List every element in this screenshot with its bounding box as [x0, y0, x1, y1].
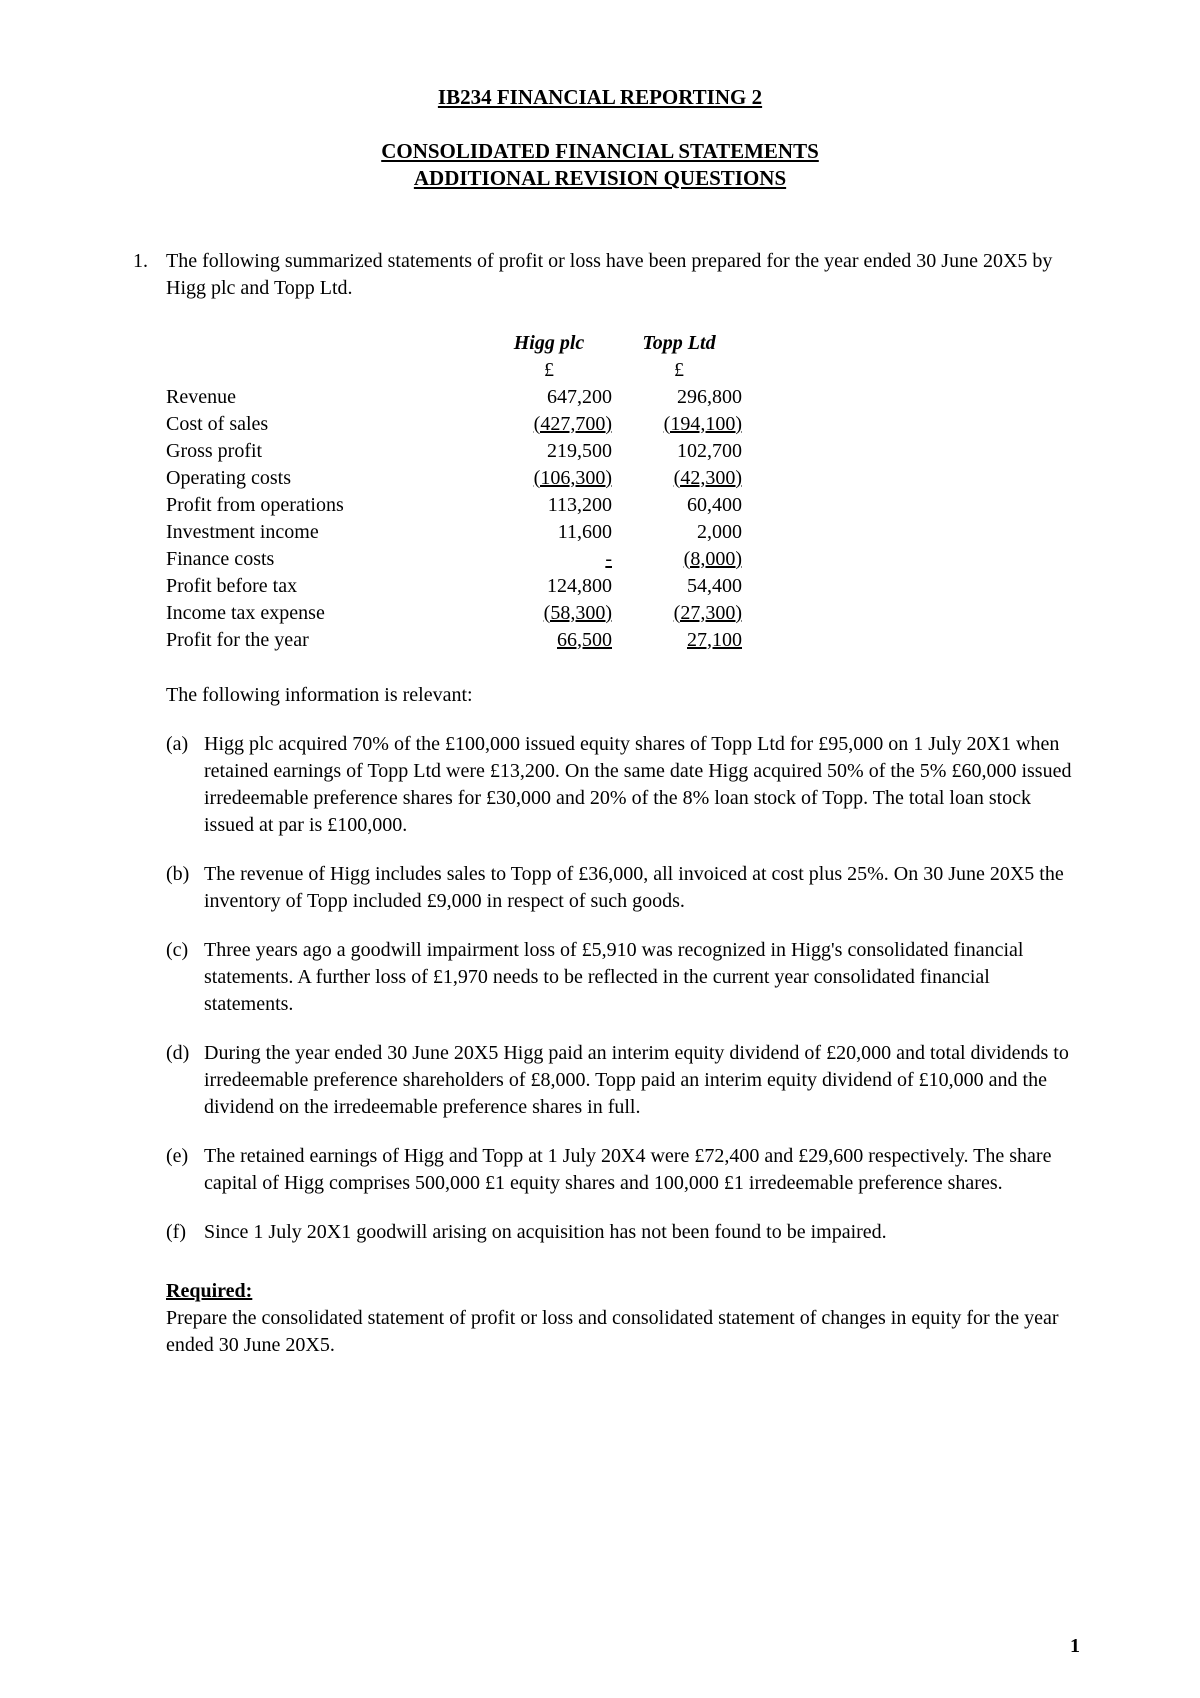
table-row: Gross profit219,500102,700	[166, 438, 746, 465]
document-title: IB234 FINANCIAL REPORTING 2	[120, 85, 1080, 110]
table-row-label: Profit before tax	[166, 573, 486, 600]
table-row: Profit for the year66,50027,100	[166, 627, 746, 654]
table-header-col2: Topp Ltd	[616, 330, 746, 357]
note-letter: (c)	[166, 937, 196, 1018]
table-row-label: Cost of sales	[166, 411, 486, 438]
note-letter: (a)	[166, 731, 196, 839]
table-row: Revenue647,200296,800	[166, 384, 746, 411]
subtitle-line-1: CONSOLIDATED FINANCIAL STATEMENTS	[381, 139, 819, 163]
table-cell-col1: 124,800	[486, 573, 616, 600]
note-text: During the year ended 30 June 20X5 Higg …	[204, 1040, 1080, 1121]
note-item: (f) Since 1 July 20X1 goodwill arising on…	[166, 1219, 1080, 1246]
page-number: 1	[1070, 1635, 1080, 1658]
required-text: Prepare the consolidated statement of pr…	[166, 1305, 1080, 1359]
table-row-label: Investment income	[166, 519, 486, 546]
note-text: Three years ago a goodwill impairment lo…	[204, 937, 1080, 1018]
subtitle-line-2: ADDITIONAL REVISION QUESTIONS	[414, 166, 786, 190]
table-currency-col2: £	[616, 357, 746, 384]
table-header-col1: Higg plc	[486, 330, 616, 357]
table-row-label: Income tax expense	[166, 600, 486, 627]
table-cell-col2: 27,100	[616, 627, 746, 654]
table-cell-col2: (8,000)	[616, 546, 746, 573]
table-row-label: Operating costs	[166, 465, 486, 492]
table-header-blank	[166, 330, 486, 357]
table-row: Profit from operations113,20060,400	[166, 492, 746, 519]
question-intro: The following summarized statements of p…	[166, 248, 1080, 302]
question-number: 1.	[120, 248, 148, 1359]
table-row-label: Revenue	[166, 384, 486, 411]
table-cell-col2: 54,400	[616, 573, 746, 600]
table-cell-col1: 113,200	[486, 492, 616, 519]
table-row: Investment income11,6002,000	[166, 519, 746, 546]
note-text: Since 1 July 20X1 goodwill arising on ac…	[204, 1219, 1080, 1246]
note-letter: (d)	[166, 1040, 196, 1121]
table-row: Income tax expense(58,300)(27,300)	[166, 600, 746, 627]
notes-intro: The following information is relevant:	[166, 682, 1080, 709]
table-cell-col2: 60,400	[616, 492, 746, 519]
document-page: IB234 FINANCIAL REPORTING 2 CONSOLIDATED…	[0, 0, 1200, 1698]
note-item: (a) Higg plc acquired 70% of the £100,000…	[166, 731, 1080, 839]
table-cell-col2: 2,000	[616, 519, 746, 546]
table-cell-col1: 219,500	[486, 438, 616, 465]
note-letter: (f)	[166, 1219, 196, 1246]
note-text: Higg plc acquired 70% of the £100,000 is…	[204, 731, 1080, 839]
table-row: Operating costs(106,300)(42,300)	[166, 465, 746, 492]
table-cell-col2: (42,300)	[616, 465, 746, 492]
table-currency-col1: £	[486, 357, 616, 384]
table-cell-col1: -	[486, 546, 616, 573]
table-cell-col2: (194,100)	[616, 411, 746, 438]
note-item: (b) The revenue of Higg includes sales to…	[166, 861, 1080, 915]
question-body: The following summarized statements of p…	[166, 248, 1080, 1359]
table-row-label: Profit for the year	[166, 627, 486, 654]
table-currency-blank	[166, 357, 486, 384]
required-heading: Required:	[166, 1278, 1080, 1305]
table-cell-col1: 66,500	[486, 627, 616, 654]
table-cell-col1: 11,600	[486, 519, 616, 546]
note-letter: (e)	[166, 1143, 196, 1197]
table-cell-col2: 296,800	[616, 384, 746, 411]
note-item: (d) During the year ended 30 June 20X5 Hi…	[166, 1040, 1080, 1121]
financial-table: Higg plc Topp Ltd £ £ Revenue647,200296,…	[166, 330, 746, 654]
table-row: Profit before tax124,80054,400	[166, 573, 746, 600]
table-cell-col1: 647,200	[486, 384, 616, 411]
table-cell-col2: 102,700	[616, 438, 746, 465]
question-block: 1. The following summarized statements o…	[120, 248, 1080, 1359]
document-subtitle: CONSOLIDATED FINANCIAL STATEMENTS ADDITI…	[120, 138, 1080, 193]
table-cell-col1: (58,300)	[486, 600, 616, 627]
table-cell-col2: (27,300)	[616, 600, 746, 627]
table-row-label: Profit from operations	[166, 492, 486, 519]
table-cell-col1: (427,700)	[486, 411, 616, 438]
note-item: (e) The retained earnings of Higg and Top…	[166, 1143, 1080, 1197]
note-letter: (b)	[166, 861, 196, 915]
table-cell-col1: (106,300)	[486, 465, 616, 492]
note-text: The revenue of Higg includes sales to To…	[204, 861, 1080, 915]
table-row: Finance costs-(8,000)	[166, 546, 746, 573]
table-row-label: Finance costs	[166, 546, 486, 573]
note-text: The retained earnings of Higg and Topp a…	[204, 1143, 1080, 1197]
note-item: (c) Three years ago a goodwill impairment…	[166, 937, 1080, 1018]
table-header-row: Higg plc Topp Ltd	[166, 330, 746, 357]
table-row: Cost of sales(427,700)(194,100)	[166, 411, 746, 438]
table-currency-row: £ £	[166, 357, 746, 384]
table-row-label: Gross profit	[166, 438, 486, 465]
